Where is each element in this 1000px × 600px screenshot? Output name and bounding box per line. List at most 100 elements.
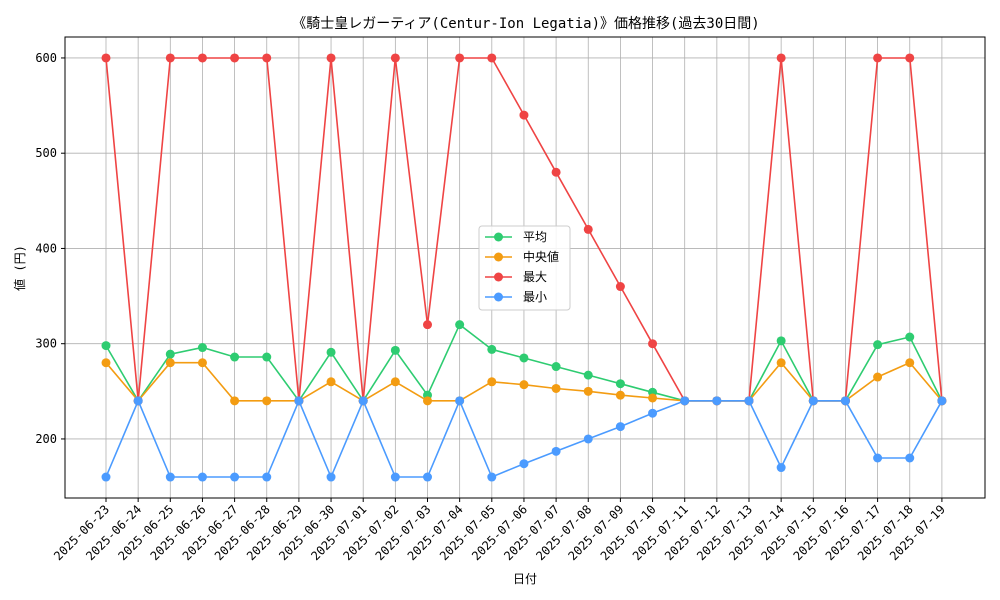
data-point (326, 472, 336, 482)
data-point (905, 332, 915, 342)
data-point (294, 396, 304, 406)
data-point (101, 358, 111, 368)
data-point (551, 362, 561, 372)
data-point (197, 358, 207, 368)
data-point (583, 370, 593, 380)
data-point (648, 339, 658, 349)
data-point (101, 472, 111, 482)
data-point (776, 336, 786, 346)
data-point (551, 383, 561, 393)
y-tick-label: 300 (35, 337, 57, 351)
data-point (197, 472, 207, 482)
data-point (905, 358, 915, 368)
legend-label: 中央値 (523, 249, 559, 264)
data-point (423, 396, 432, 406)
data-point (487, 472, 497, 482)
chart-title: 《騎士皇レガーティア(Centur-Ion Legatia)》価格推移(過去30… (292, 16, 759, 32)
data-point (519, 380, 529, 390)
data-point (615, 422, 625, 432)
data-point (455, 53, 465, 63)
data-point (905, 53, 915, 63)
data-point (390, 345, 400, 355)
data-point (583, 224, 593, 234)
data-point (101, 53, 111, 63)
data-point (615, 390, 625, 400)
data-point (390, 472, 400, 482)
data-point (551, 446, 561, 456)
data-point (165, 472, 175, 482)
data-point (423, 472, 432, 482)
data-point (583, 386, 593, 396)
legend-label: 最小 (523, 290, 547, 304)
data-point (390, 53, 400, 63)
data-point (776, 358, 786, 368)
legend-label: 最大 (523, 270, 547, 284)
data-point (197, 343, 207, 353)
data-point (262, 352, 272, 362)
data-point (455, 320, 465, 330)
data-point (326, 347, 336, 357)
data-point (937, 396, 947, 406)
data-point (230, 396, 240, 406)
data-point (230, 472, 240, 482)
data-point (615, 282, 625, 292)
data-point (487, 53, 497, 63)
data-point (230, 352, 240, 362)
data-point (455, 396, 465, 406)
data-point (840, 396, 850, 406)
data-point (390, 377, 400, 387)
legend-marker (494, 232, 503, 242)
y-tick-label: 200 (35, 432, 57, 446)
data-point (101, 341, 111, 351)
data-point (905, 453, 915, 463)
y-axis: 200 300 400 500 600 (35, 51, 65, 446)
data-point (519, 353, 529, 363)
data-point (776, 463, 786, 473)
y-tick-label: 600 (35, 51, 57, 65)
data-point (873, 453, 883, 463)
data-point (712, 396, 722, 406)
data-point (873, 340, 883, 350)
data-point (262, 396, 272, 406)
data-point (262, 53, 272, 63)
y-tick-label: 400 (35, 241, 57, 255)
data-point (615, 379, 625, 389)
data-point (873, 53, 883, 63)
data-point (776, 53, 786, 63)
legend-box (478, 225, 571, 311)
data-point (165, 349, 175, 359)
data-point (648, 393, 658, 403)
data-point (519, 110, 529, 120)
legend-marker (494, 272, 503, 282)
y-tick-label: 500 (35, 146, 57, 160)
data-point (165, 358, 175, 368)
plot-frame (64, 36, 986, 499)
data-point (197, 53, 207, 63)
data-point (680, 396, 690, 406)
legend-marker (494, 252, 503, 262)
data-point (808, 396, 818, 406)
data-point (519, 459, 529, 469)
data-point (873, 372, 883, 382)
data-point (326, 377, 336, 387)
data-point (358, 396, 368, 406)
series-group (101, 53, 947, 482)
data-point (744, 396, 754, 406)
x-axis-title: 日付 (513, 572, 537, 586)
data-point (262, 472, 272, 482)
data-point (423, 320, 432, 330)
y-axis-title: 値 (円) (12, 245, 27, 291)
data-point (583, 434, 593, 444)
data-point (551, 167, 561, 177)
data-point (165, 53, 175, 63)
data-point (648, 408, 658, 418)
x-axis: 2025-06-232025-06-242025-06-252025-06-26… (51, 498, 948, 563)
legend-marker (494, 292, 503, 302)
data-point (487, 377, 497, 387)
data-point (326, 53, 336, 63)
legend-label: 平均 (523, 230, 547, 244)
data-point (230, 53, 240, 63)
data-point (133, 396, 143, 406)
